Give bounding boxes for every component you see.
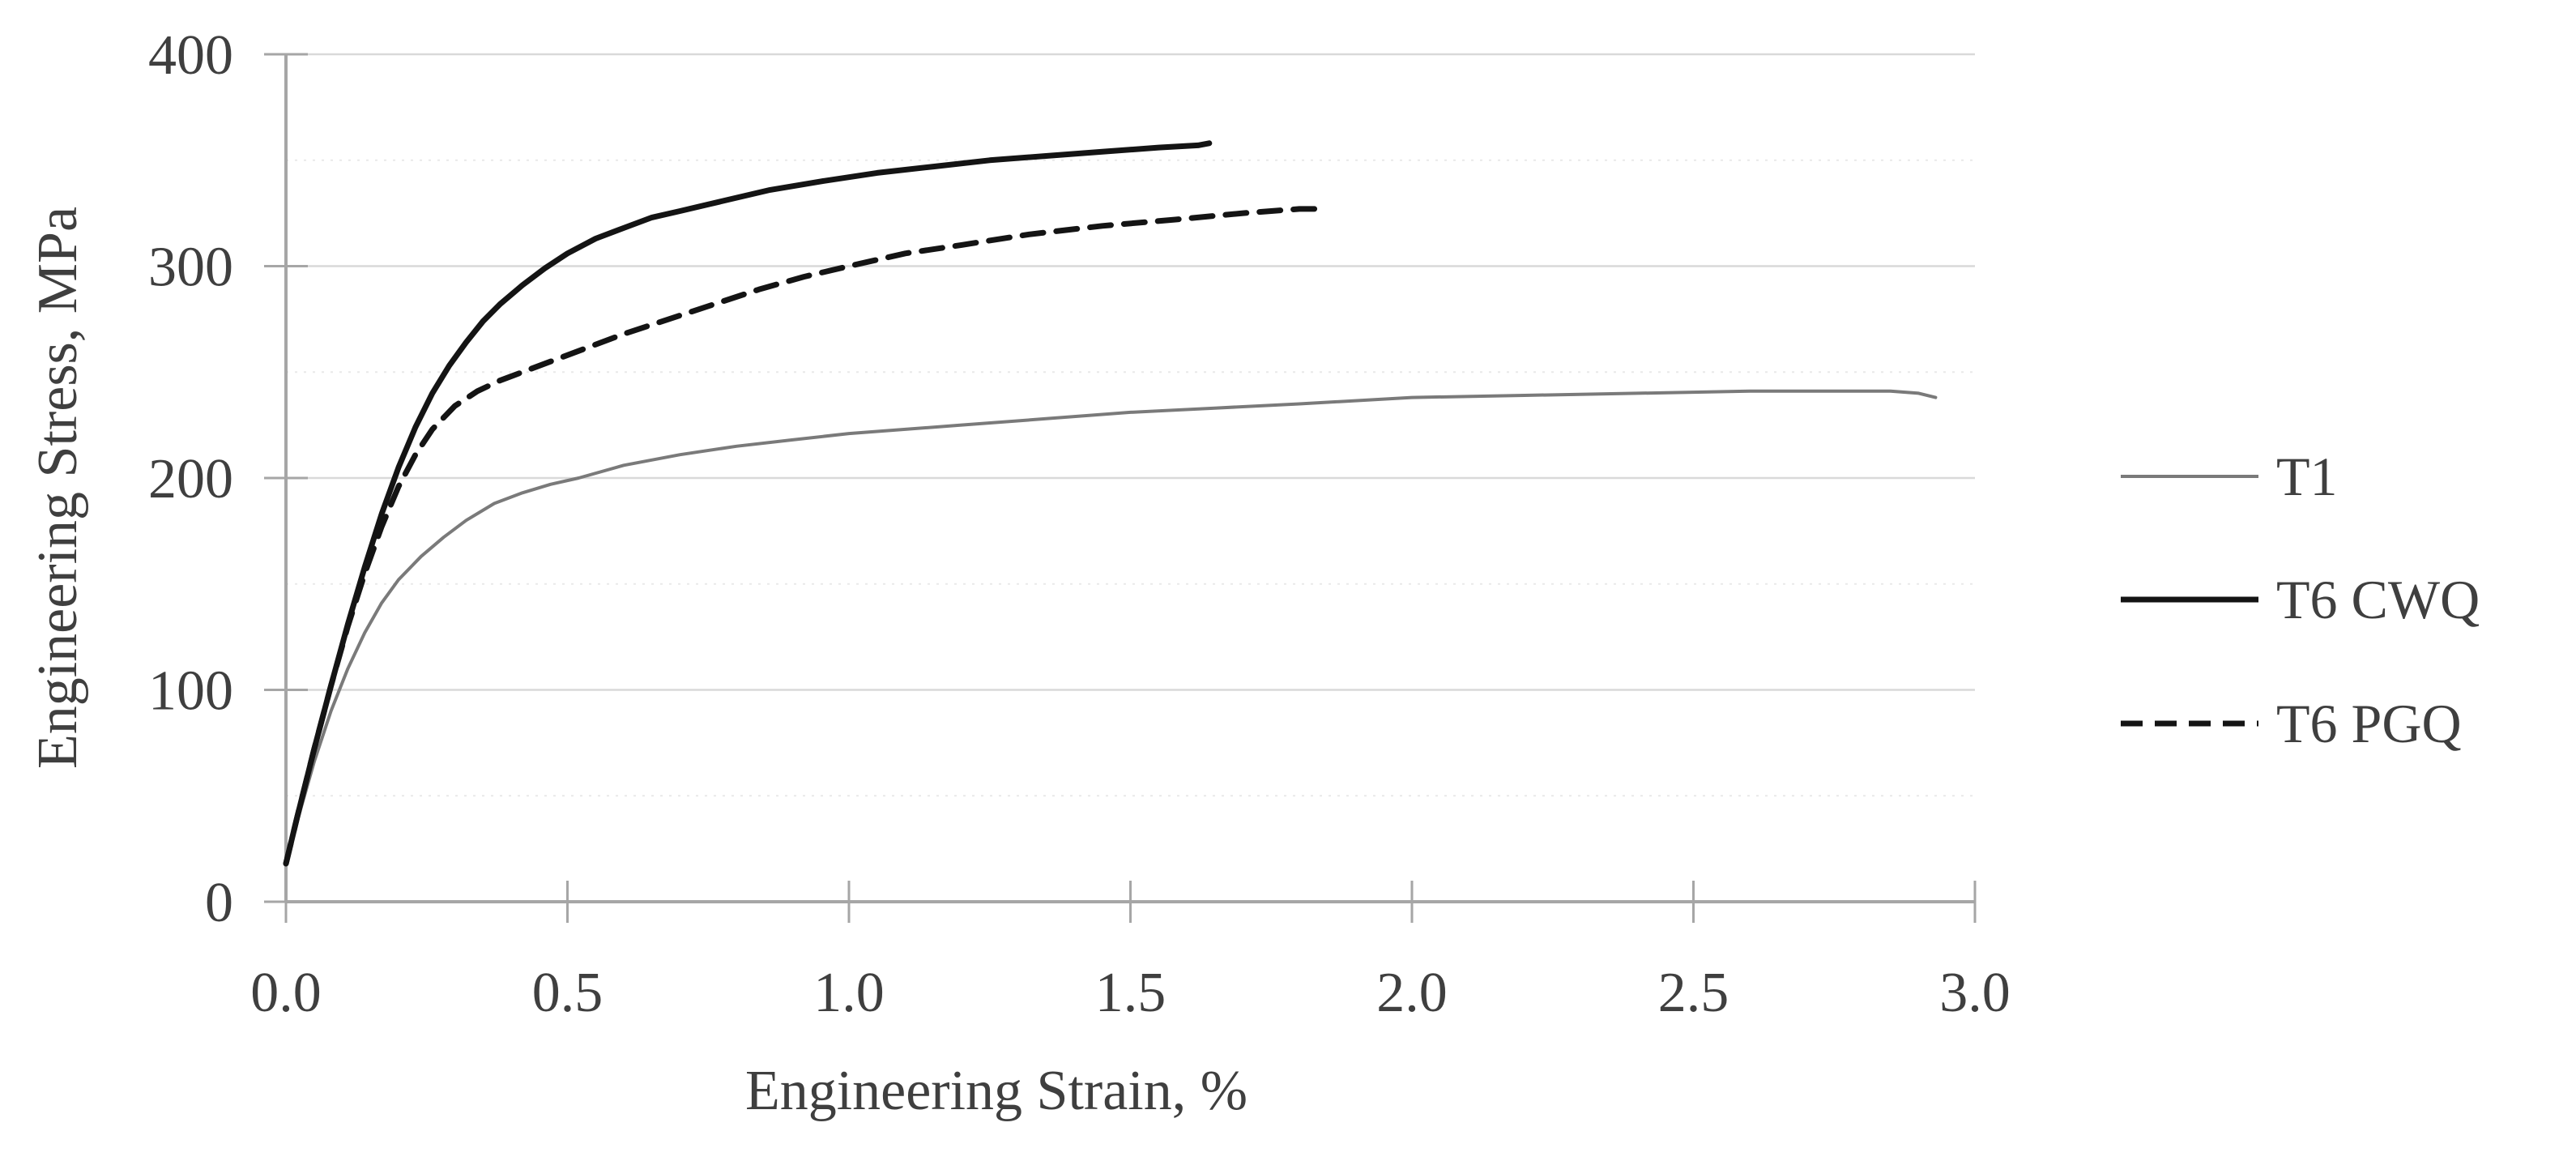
x-tick-label: 3.0	[1939, 962, 2011, 1024]
y-axis-title: Engineering Stress, MPa	[27, 206, 89, 770]
legend-line-t6-pgq-icon	[2121, 720, 2258, 727]
y-tick-label: 300	[148, 237, 233, 299]
x-tick-label: 0.0	[250, 962, 322, 1024]
legend-item-t1: T1	[2121, 444, 2338, 509]
y-tick-label: 100	[148, 660, 233, 723]
series-line-t6-cwq	[283, 140, 1213, 867]
x-tick-label: 1.5	[1095, 962, 1166, 1024]
legend-label: T6 CWQ	[2276, 569, 2480, 630]
y-tick-label: 200	[148, 448, 233, 510]
x-tick-label: 2.0	[1376, 962, 1448, 1024]
legend-label: T6 PGQ	[2276, 693, 2462, 754]
series-line-t1	[284, 389, 1938, 865]
legend: T1 T6 CWQ T6 PGQ	[2121, 0, 2574, 1161]
y-tick-label: 0	[205, 872, 233, 934]
legend-line-t6-cwq-icon	[2121, 596, 2258, 603]
x-tick-label: 0.5	[532, 962, 603, 1024]
legend-line-t1-icon	[2121, 475, 2258, 478]
legend-item-t6-pgq: T6 PGQ	[2121, 691, 2462, 756]
x-axis-title: Engineering Strain, %	[744, 1060, 1248, 1122]
legend-item-t6-cwq: T6 CWQ	[2121, 567, 2480, 632]
x-tick-label: 1.0	[813, 962, 885, 1024]
legend-label: T1	[2276, 446, 2338, 507]
y-tick-label: 400	[148, 24, 233, 87]
x-tick-label: 2.5	[1658, 962, 1729, 1024]
series-line-t6-pgq	[283, 206, 1325, 867]
